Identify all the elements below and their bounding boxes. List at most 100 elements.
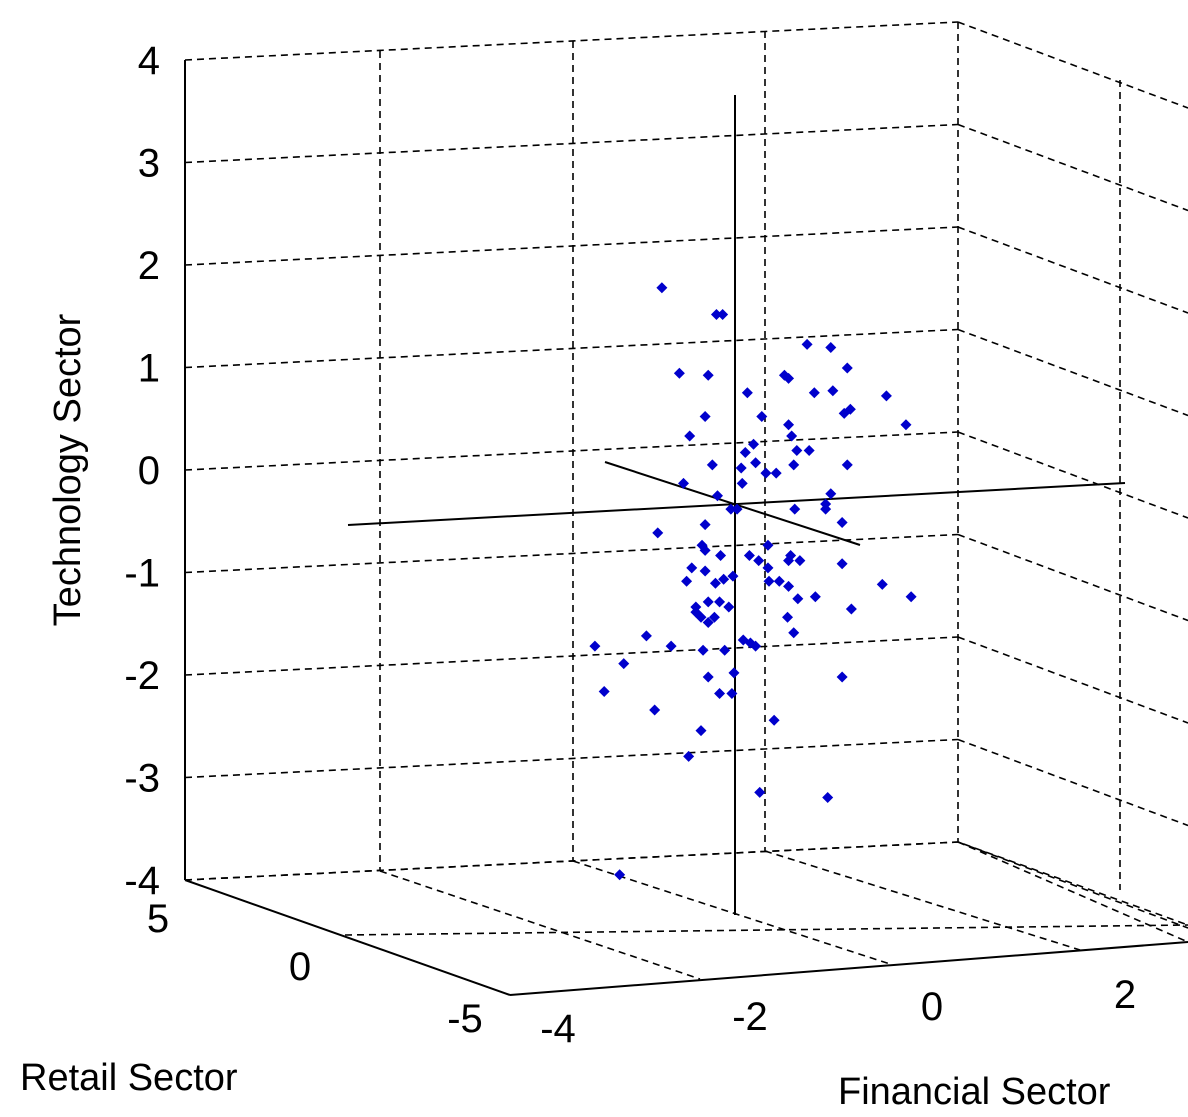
floor-x-gridline [379, 870, 701, 980]
data-point [714, 688, 726, 700]
data-point [640, 630, 652, 642]
data-point [822, 792, 834, 804]
z-tick-label: -1 [124, 552, 160, 596]
z-tick-label: 0 [138, 449, 160, 493]
data-point [673, 367, 685, 379]
data-point [783, 580, 795, 592]
depth-center-axis [604, 461, 861, 546]
z-tick-label: 2 [138, 244, 160, 288]
axis-frame [184, 60, 1188, 996]
back-wall-z-gridline [184, 636, 959, 676]
x-tick-label: 2 [1114, 973, 1136, 1017]
data-point [809, 591, 821, 603]
back-wall-z-gridline [184, 123, 959, 164]
data-point [786, 430, 798, 442]
data-point [739, 447, 751, 458]
data-point [695, 725, 707, 737]
data-point [714, 596, 726, 608]
data-point [706, 459, 718, 471]
data-point [697, 644, 709, 656]
right-wall-z-gridline [957, 328, 1188, 417]
data-point [756, 410, 768, 422]
data-point [750, 640, 762, 652]
data-point [773, 575, 785, 587]
data-point [836, 671, 848, 683]
y-tick-label: -5 [447, 997, 483, 1041]
right-wall-z-gridline [957, 123, 1188, 212]
z-axis-label: Technology Sector [47, 313, 89, 626]
data-point [719, 644, 731, 656]
data-point [743, 550, 755, 561]
data-point [748, 438, 760, 450]
floor-x-gridline [957, 841, 1188, 943]
data-point [788, 459, 800, 471]
data-point [702, 369, 714, 381]
z-tick-label: -3 [124, 757, 160, 801]
data-points [589, 282, 917, 881]
data-point [699, 565, 711, 577]
data-point [825, 488, 837, 500]
data-point [741, 387, 753, 399]
right-wall-z-gridline [957, 226, 1188, 314]
x-tick-label: -2 [732, 995, 768, 1039]
data-point [715, 550, 727, 561]
right-wall-z-gridline [957, 533, 1188, 622]
data-point [699, 544, 711, 556]
right-wall-z-gridline [957, 738, 1188, 827]
right-wall-z-gridline [957, 21, 1188, 109]
data-point [699, 519, 711, 531]
data-point [750, 457, 762, 469]
y-tick-label: 5 [147, 897, 169, 941]
data-point [827, 385, 839, 397]
data-point [598, 685, 610, 697]
data-point [783, 419, 795, 431]
data-point [649, 704, 661, 716]
data-point [808, 387, 820, 399]
back-wall-z-gridline [184, 533, 959, 574]
data-point [678, 477, 689, 489]
data-point [880, 390, 892, 402]
data-point [727, 570, 739, 582]
data-point [825, 341, 837, 353]
data-point [841, 459, 853, 471]
back-wall-z-gridline [184, 21, 959, 61]
data-point [905, 591, 917, 603]
data-point [788, 627, 800, 639]
data-point [841, 362, 853, 374]
y-axis-label: Retail Sector [20, 1057, 238, 1099]
data-point [791, 444, 803, 456]
tick-labels: -4 -3 -2 -1 0 1 2 3 4 5 0 -5 -4 -2 0 2 [124, 39, 1136, 1051]
data-point [836, 558, 848, 570]
data-point [731, 503, 743, 515]
data-point [702, 671, 714, 683]
floor-back-edge [184, 841, 1188, 926]
data-point [760, 467, 772, 479]
z-tick-label: 1 [138, 347, 160, 391]
data-point [768, 714, 780, 726]
right-wall-z-gridline [957, 841, 1188, 929]
data-point [736, 477, 748, 489]
data-point [709, 577, 721, 589]
back-wall-z-gridline [184, 738, 959, 779]
data-point [681, 575, 693, 587]
y-tick-label: 0 [289, 945, 311, 989]
data-point [614, 869, 626, 881]
data-point [683, 750, 695, 762]
data-point [792, 593, 804, 605]
data-point [762, 539, 774, 551]
data-point [783, 372, 795, 384]
data-point [699, 410, 711, 422]
data-point [876, 578, 888, 590]
data-point [725, 503, 737, 515]
data-point [656, 282, 668, 294]
data-point [684, 430, 696, 442]
data-point [753, 555, 765, 567]
data-point [782, 611, 794, 623]
data-point [702, 596, 714, 608]
z-tick-label: -2 [124, 654, 160, 698]
data-point [708, 611, 720, 623]
x-axis-line [509, 941, 1188, 996]
grid-lines [184, 21, 1188, 980]
data-point [589, 640, 601, 652]
